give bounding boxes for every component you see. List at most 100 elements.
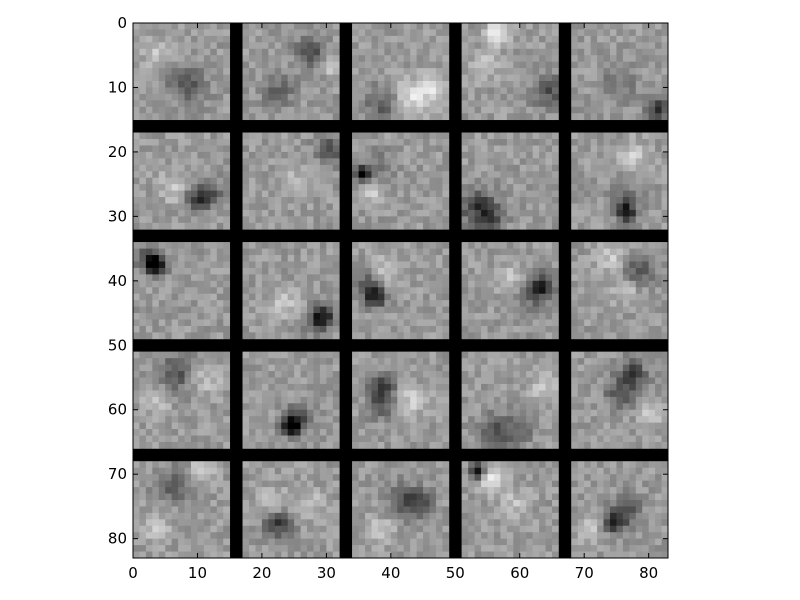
pixel-cell xyxy=(597,209,604,217)
pixel-cell xyxy=(493,255,501,262)
pixel-cell xyxy=(313,383,321,391)
pixel-cell xyxy=(274,461,282,469)
pixel-cell xyxy=(261,332,269,340)
pixel-cell xyxy=(242,351,250,359)
pixel-cell xyxy=(242,519,250,527)
pixel-cell xyxy=(332,255,340,262)
pixel-cell xyxy=(326,545,334,552)
pixel-cell xyxy=(474,409,482,417)
pixel-cell xyxy=(178,81,185,88)
pixel-cell xyxy=(358,216,366,224)
pixel-cell xyxy=(371,184,379,191)
pixel-cell xyxy=(313,461,321,469)
pixel-cell xyxy=(326,474,334,481)
pixel-cell xyxy=(191,100,198,108)
pixel-cell xyxy=(300,113,308,121)
pixel-cell xyxy=(191,371,198,378)
pixel-cell xyxy=(365,190,372,198)
pixel-cell xyxy=(352,248,359,256)
pixel-cell xyxy=(487,300,495,307)
pixel-cell xyxy=(416,184,424,191)
pixel-cell xyxy=(487,100,495,108)
pixel-cell xyxy=(287,383,295,391)
pixel-cell xyxy=(590,358,598,365)
pixel-cell xyxy=(268,293,276,301)
pixel-cell xyxy=(513,416,521,423)
pixel-cell xyxy=(223,351,231,359)
pixel-cell xyxy=(551,81,559,88)
pixel-cell xyxy=(191,132,198,140)
pixel-cell xyxy=(410,55,417,63)
pixel-cell xyxy=(384,74,392,82)
pixel-cell xyxy=(165,209,173,217)
pixel-cell xyxy=(461,325,469,333)
pixel-cell xyxy=(461,377,469,385)
pixel-cell xyxy=(171,29,179,37)
pixel-cell xyxy=(307,396,314,404)
pixel-cell xyxy=(294,429,301,436)
pixel-cell xyxy=(609,377,617,385)
pixel-cell xyxy=(416,325,424,333)
pixel-cell xyxy=(435,332,443,340)
pixel-cell xyxy=(506,222,514,230)
pixel-cell xyxy=(300,467,308,475)
pixel-cell xyxy=(171,42,179,50)
pixel-cell xyxy=(223,274,231,282)
pixel-cell xyxy=(526,429,533,436)
pixel-cell xyxy=(210,248,218,256)
pixel-cell xyxy=(519,145,527,153)
pixel-cell xyxy=(584,267,591,275)
pixel-cell xyxy=(571,325,579,333)
pixel-cell xyxy=(597,93,604,101)
pixel-cell xyxy=(539,106,546,114)
pixel-cell xyxy=(571,248,579,256)
pixel-cell xyxy=(371,377,379,385)
pixel-cell xyxy=(133,100,140,108)
pixel-cell xyxy=(590,158,598,166)
pixel-cell xyxy=(655,409,662,417)
pixel-cell xyxy=(300,538,308,546)
pixel-cell xyxy=(661,287,669,295)
pixel-cell xyxy=(319,145,327,153)
pixel-cell xyxy=(210,499,218,507)
pixel-cell xyxy=(216,377,224,385)
pixel-cell xyxy=(403,287,411,295)
pixel-cell xyxy=(191,222,198,230)
pixel-cell xyxy=(158,371,166,378)
pixel-cell xyxy=(145,377,153,385)
pixel-cell xyxy=(423,158,430,166)
pixel-cell xyxy=(390,203,398,211)
pixel-cell xyxy=(171,74,179,82)
pixel-cell xyxy=(597,325,604,333)
pixel-cell xyxy=(191,190,198,198)
pixel-cell xyxy=(500,396,508,404)
pixel-cell xyxy=(590,74,598,82)
pixel-cell xyxy=(184,61,192,69)
pixel-cell xyxy=(352,222,359,230)
pixel-cell xyxy=(513,403,521,411)
pixel-cell xyxy=(281,151,289,159)
pixel-cell xyxy=(287,151,295,159)
pixel-cell xyxy=(655,197,662,204)
pixel-cell xyxy=(184,506,192,514)
pixel-cell xyxy=(622,177,630,185)
pixel-cell xyxy=(629,319,637,327)
pixel-cell xyxy=(629,184,637,191)
pixel-cell xyxy=(210,216,218,224)
pixel-cell xyxy=(474,287,482,295)
pixel-cell xyxy=(307,248,314,256)
pixel-cell xyxy=(294,61,301,69)
pixel-cell xyxy=(139,390,147,398)
pixel-cell xyxy=(577,222,585,230)
pixel-cell xyxy=(487,242,495,249)
pixel-cell xyxy=(474,300,482,307)
pixel-cell xyxy=(268,100,276,108)
pixel-cell xyxy=(287,106,295,114)
pixel-cell xyxy=(642,319,650,327)
pixel-cell xyxy=(152,87,160,95)
pixel-cell xyxy=(461,74,469,82)
pixel-cell xyxy=(423,139,430,146)
pixel-cell xyxy=(655,216,662,224)
pixel-cell xyxy=(397,113,405,121)
pixel-cell xyxy=(365,203,372,211)
